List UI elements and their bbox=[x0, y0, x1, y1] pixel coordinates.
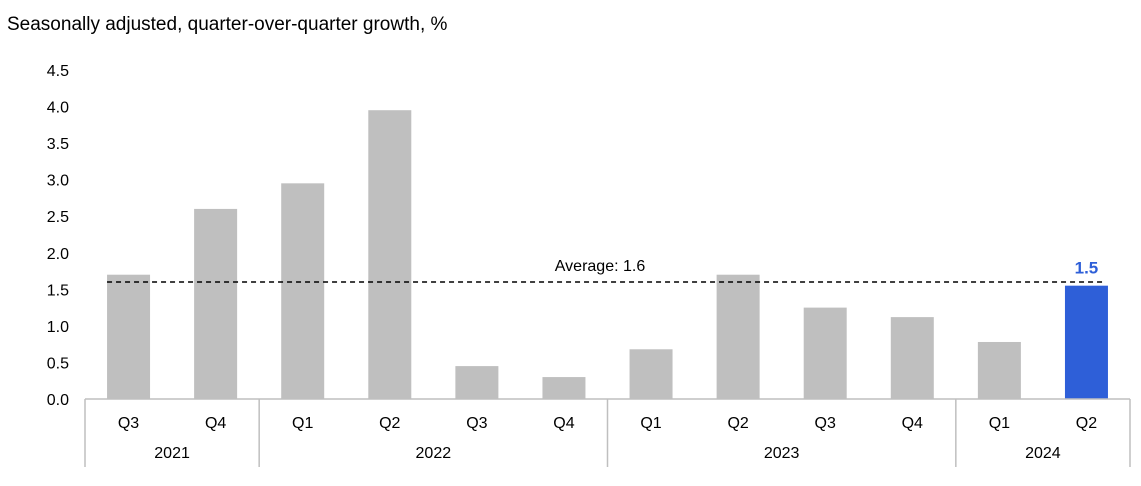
y-tick-label: 1.5 bbox=[47, 282, 69, 299]
x-group-label: 2022 bbox=[416, 445, 452, 462]
y-tick-label: 3.0 bbox=[47, 173, 69, 190]
bar bbox=[629, 349, 673, 399]
bar bbox=[977, 341, 1021, 399]
x-group-label: 2023 bbox=[764, 445, 800, 462]
x-group-label: 2021 bbox=[154, 445, 190, 462]
y-axis: 0.0 0.5 1.0 1.5 2.0 2.5 3.0 3.5 4.0 4.5 bbox=[47, 63, 69, 409]
x-axis: Q3 Q4 Q1 Q2 Q3 Q4 Q1 Q2 Q3 Q4 Q1 Q2 2021 2022 2023 2024 bbox=[84, 398, 1131, 467]
x-tick-label: Q1 bbox=[292, 415, 313, 432]
chart-title: Seasonally adjusted, quarter-over-quarte… bbox=[7, 14, 448, 35]
x-tick-label: Q2 bbox=[727, 415, 748, 432]
x-tick-label: Q4 bbox=[553, 415, 574, 432]
bar bbox=[281, 183, 325, 399]
bar bbox=[716, 274, 760, 399]
bars: 1.5 bbox=[107, 110, 1108, 399]
highlight-data-label: 1.5 bbox=[1075, 259, 1099, 278]
bar bbox=[368, 110, 412, 399]
x-tick-label: Q3 bbox=[118, 415, 139, 432]
y-tick-label: 1.0 bbox=[47, 319, 69, 336]
x-tick-label: Q4 bbox=[205, 415, 226, 432]
x-tick-label: Q2 bbox=[379, 415, 400, 432]
x-tick-label: Q4 bbox=[902, 415, 923, 432]
bar bbox=[455, 366, 499, 399]
y-tick-label: 0.0 bbox=[47, 392, 69, 409]
y-tick-label: 3.5 bbox=[47, 136, 69, 153]
bar bbox=[107, 274, 151, 399]
x-tick-label: Q1 bbox=[640, 415, 661, 432]
bar bbox=[803, 307, 847, 399]
y-tick-label: 4.5 bbox=[47, 63, 69, 80]
average-label: Average: 1.6 bbox=[555, 258, 646, 275]
average-line-group: Average: 1.6 bbox=[107, 258, 1104, 283]
x-tick-label: Q2 bbox=[1076, 415, 1097, 432]
y-tick-label: 0.5 bbox=[47, 355, 69, 372]
bar bbox=[194, 208, 238, 399]
y-tick-label: 4.0 bbox=[47, 100, 69, 117]
y-tick-label: 2.5 bbox=[47, 209, 69, 226]
x-tick-label: Q3 bbox=[466, 415, 487, 432]
bar-highlight bbox=[1064, 285, 1108, 399]
x-tick-label: Q1 bbox=[989, 415, 1010, 432]
x-tick-label: Q3 bbox=[815, 415, 836, 432]
x-group-label: 2024 bbox=[1025, 445, 1061, 462]
bar bbox=[890, 317, 934, 399]
y-tick-label: 2.0 bbox=[47, 246, 69, 263]
bar bbox=[542, 377, 586, 399]
